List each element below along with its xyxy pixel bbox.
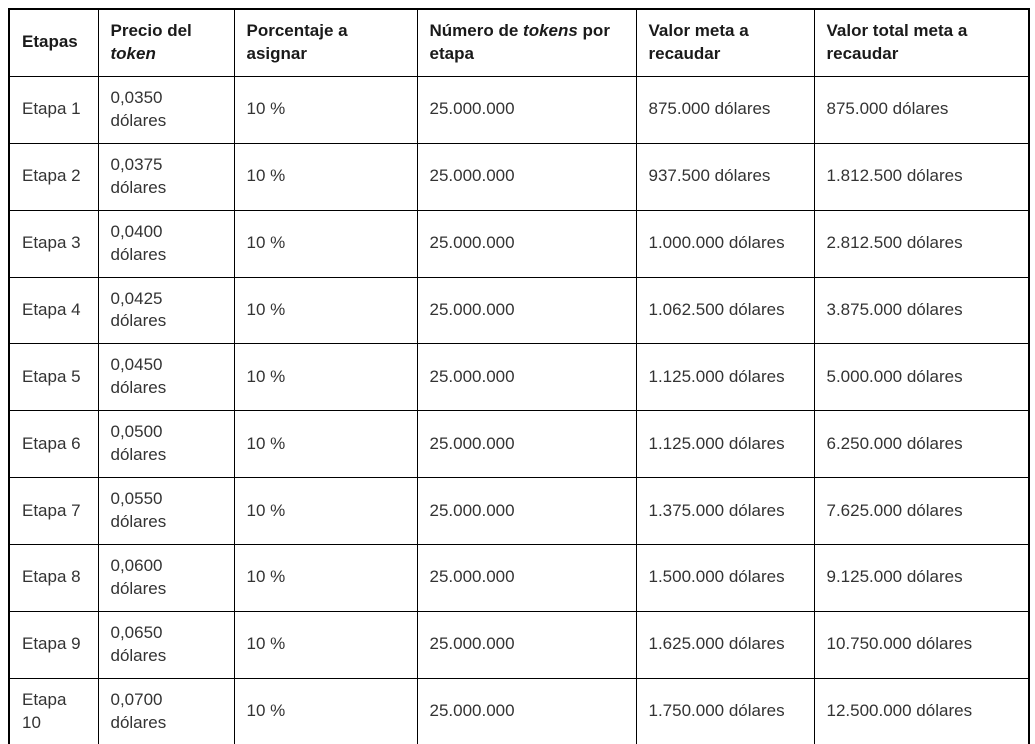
cell-precio: 0,0600 dólares bbox=[97, 544, 235, 612]
table-row: Etapa 4 0,0425 dólares 10 % 25.000.000 1… bbox=[8, 276, 1030, 345]
cell-tokens-por-etapa: 25.000.000 bbox=[416, 610, 637, 679]
cell-precio: 0,0375 dólares bbox=[97, 142, 235, 211]
cell-tokens-por-etapa: 25.000.000 bbox=[416, 410, 637, 479]
cell-tokens-por-etapa: 25.000.000 bbox=[416, 75, 637, 144]
cell-valor-total: 10.750.000 dólares bbox=[813, 610, 1030, 679]
cell-etapa: Etapa 6 bbox=[8, 410, 99, 479]
cell-porcentaje: 10 % bbox=[233, 410, 418, 479]
cell-porcentaje: 10 % bbox=[233, 544, 418, 612]
cell-precio: 0,0500 dólares bbox=[97, 410, 235, 479]
cell-etapa: Etapa 1 bbox=[8, 75, 99, 144]
col-header-label: Etapas bbox=[22, 32, 78, 52]
col-header-valor-total: Valor total meta a recaudar bbox=[813, 8, 1030, 77]
cell-tokens-por-etapa: 25.000.000 bbox=[416, 477, 637, 545]
cell-precio: 0,0650 dólares bbox=[97, 610, 235, 679]
cell-valor-meta: 1.375.000 dólares bbox=[635, 477, 815, 545]
col-header-label: Valor total meta a recaudar bbox=[826, 21, 968, 63]
table-row: Etapa 7 0,0550 dólares 10 % 25.000.000 1… bbox=[8, 477, 1030, 545]
col-header-label: Precio del bbox=[110, 21, 192, 40]
table-row: Etapa 10 0,0700 dólares 10 % 25.000.000 … bbox=[8, 677, 1030, 744]
cell-valor-total: 3.875.000 dólares bbox=[813, 276, 1030, 345]
token-sale-stages-table: Etapas Precio del token Porcentaje a asi… bbox=[8, 8, 1030, 744]
cell-valor-meta: 1.125.000 dólares bbox=[635, 410, 815, 479]
col-header-precio-token: Precio del token bbox=[97, 8, 235, 77]
cell-precio: 0,0425 dólares bbox=[97, 276, 235, 345]
cell-precio: 0,0550 dólares bbox=[97, 477, 235, 545]
col-header-label: Porcentaje a asignar bbox=[246, 21, 348, 63]
cell-etapa: Etapa 7 bbox=[8, 477, 99, 545]
table-row: Etapa 8 0,0600 dólares 10 % 25.000.000 1… bbox=[8, 544, 1030, 612]
table-row: Etapa 9 0,0650 dólares 10 % 25.000.000 1… bbox=[8, 610, 1030, 679]
col-header-italic-tokens: tokens bbox=[523, 21, 578, 40]
cell-valor-meta: 875.000 dólares bbox=[635, 75, 815, 144]
cell-valor-meta: 1.125.000 dólares bbox=[635, 343, 815, 412]
cell-valor-meta: 937.500 dólares bbox=[635, 142, 815, 211]
cell-valor-total: 12.500.000 dólares bbox=[813, 677, 1030, 744]
cell-porcentaje: 10 % bbox=[233, 75, 418, 144]
table-row: Etapa 3 0,0400 dólares 10 % 25.000.000 1… bbox=[8, 209, 1030, 278]
cell-porcentaje: 10 % bbox=[233, 677, 418, 744]
cell-valor-total: 7.625.000 dólares bbox=[813, 477, 1030, 545]
cell-porcentaje: 10 % bbox=[233, 477, 418, 545]
cell-precio: 0,0700 dólares bbox=[97, 677, 235, 744]
table-header: Etapas Precio del token Porcentaje a asi… bbox=[8, 8, 1030, 77]
cell-tokens-por-etapa: 25.000.000 bbox=[416, 544, 637, 612]
col-header-label: Valor meta a recaudar bbox=[648, 21, 749, 63]
cell-tokens-por-etapa: 25.000.000 bbox=[416, 677, 637, 744]
cell-valor-meta: 1.000.000 dólares bbox=[635, 209, 815, 278]
header-row: Etapas Precio del token Porcentaje a asi… bbox=[8, 8, 1030, 77]
cell-precio: 0,0400 dólares bbox=[97, 209, 235, 278]
cell-valor-meta: 1.500.000 dólares bbox=[635, 544, 815, 612]
col-header-italic-token: token bbox=[110, 43, 156, 63]
cell-valor-total: 875.000 dólares bbox=[813, 75, 1030, 144]
cell-tokens-por-etapa: 25.000.000 bbox=[416, 142, 637, 211]
table-body: Etapa 1 0,0350 dólares 10 % 25.000.000 8… bbox=[8, 75, 1030, 744]
table-row: Etapa 1 0,0350 dólares 10 % 25.000.000 8… bbox=[8, 75, 1030, 144]
table-row: Etapa 6 0,0500 dólares 10 % 25.000.000 1… bbox=[8, 410, 1030, 479]
col-header-numero-tokens: Número de tokens por etapa bbox=[416, 8, 637, 77]
cell-etapa: Etapa 9 bbox=[8, 610, 99, 679]
cell-etapa: Etapa 10 bbox=[8, 677, 99, 744]
cell-precio: 0,0450 dólares bbox=[97, 343, 235, 412]
col-header-label: por etapa bbox=[429, 21, 610, 63]
cell-porcentaje: 10 % bbox=[233, 343, 418, 412]
cell-precio: 0,0350 dólares bbox=[97, 75, 235, 144]
cell-valor-meta: 1.625.000 dólares bbox=[635, 610, 815, 679]
cell-valor-total: 9.125.000 dólares bbox=[813, 544, 1030, 612]
col-header-etapas: Etapas bbox=[8, 8, 99, 77]
cell-etapa: Etapa 5 bbox=[8, 343, 99, 412]
cell-porcentaje: 10 % bbox=[233, 610, 418, 679]
table-row: Etapa 2 0,0375 dólares 10 % 25.000.000 9… bbox=[8, 142, 1030, 211]
cell-tokens-por-etapa: 25.000.000 bbox=[416, 343, 637, 412]
cell-tokens-por-etapa: 25.000.000 bbox=[416, 209, 637, 278]
col-header-label: Número de bbox=[429, 21, 524, 40]
cell-etapa: Etapa 8 bbox=[8, 544, 99, 612]
cell-valor-total: 1.812.500 dólares bbox=[813, 142, 1030, 211]
cell-valor-meta: 1.750.000 dólares bbox=[635, 677, 815, 744]
cell-porcentaje: 10 % bbox=[233, 209, 418, 278]
col-header-valor-meta: Valor meta a recaudar bbox=[635, 8, 815, 77]
cell-porcentaje: 10 % bbox=[233, 142, 418, 211]
cell-tokens-por-etapa: 25.000.000 bbox=[416, 276, 637, 345]
cell-porcentaje: 10 % bbox=[233, 276, 418, 345]
col-header-porcentaje: Porcentaje a asignar bbox=[233, 8, 418, 77]
cell-valor-total: 2.812.500 dólares bbox=[813, 209, 1030, 278]
cell-valor-total: 6.250.000 dólares bbox=[813, 410, 1030, 479]
cell-valor-total: 5.000.000 dólares bbox=[813, 343, 1030, 412]
cell-valor-meta: 1.062.500 dólares bbox=[635, 276, 815, 345]
cell-etapa: Etapa 3 bbox=[8, 209, 99, 278]
cell-etapa: Etapa 2 bbox=[8, 142, 99, 211]
table-row: Etapa 5 0,0450 dólares 10 % 25.000.000 1… bbox=[8, 343, 1030, 412]
cell-etapa: Etapa 4 bbox=[8, 276, 99, 345]
